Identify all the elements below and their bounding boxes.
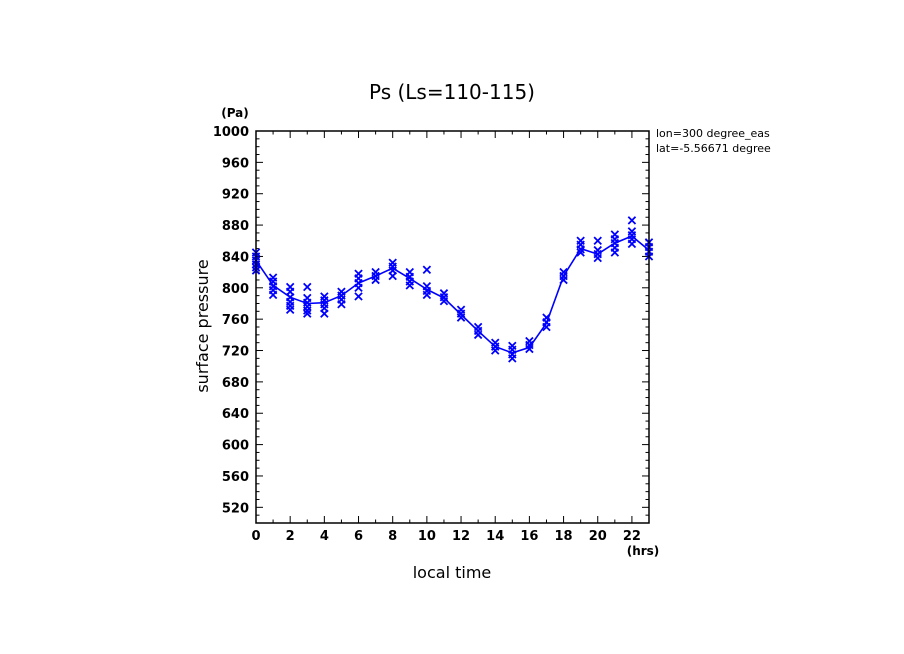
y-tick-label: 600 <box>222 439 249 454</box>
x-tick-label: 4 <box>320 529 329 544</box>
y-tick-label: 1000 <box>213 125 249 140</box>
x-tick-label: 14 <box>486 529 504 544</box>
y-tick-label: 840 <box>222 250 249 265</box>
sample-marker <box>388 271 397 281</box>
x-axis-ticks: 0 2 4 6 8 10 12 14 16 18 20 22 <box>251 131 650 544</box>
y-axis-ticks: 520 560 600 640 680 720 760 800 840 880 920 960 1000 <box>213 125 649 524</box>
y-tick-label: 960 <box>222 156 249 171</box>
y-tick-label: 680 <box>222 376 249 391</box>
sample-marker <box>610 248 620 257</box>
sample-marker <box>303 309 312 318</box>
sample-marker <box>285 305 295 314</box>
y-tick-label: 720 <box>222 345 249 360</box>
y-axis-title: surface pressure <box>193 259 212 392</box>
x-tick-label: 22 <box>623 529 641 544</box>
y-tick-label: 920 <box>222 188 249 203</box>
x-axis-title: local time <box>413 563 492 582</box>
y-tick-label: 560 <box>222 470 249 485</box>
sample-marker <box>354 292 363 301</box>
sample-marker <box>627 216 637 225</box>
y-tick-label: 640 <box>222 407 249 422</box>
sample-marker <box>337 300 346 309</box>
y-tick-label: 880 <box>222 219 249 234</box>
sample-marker <box>268 290 278 300</box>
sample-marker <box>303 306 312 315</box>
y-tick-label: 800 <box>222 282 249 297</box>
sample-marker <box>303 282 312 292</box>
x-tick-label: 10 <box>418 529 436 544</box>
x-tick-label: 2 <box>286 529 295 544</box>
x-tick-label: 18 <box>555 529 573 544</box>
x-tick-label: 12 <box>452 529 470 544</box>
sample-marker <box>439 296 449 306</box>
sample-marker <box>542 322 551 332</box>
sample-marker <box>627 239 637 249</box>
sample-marker <box>422 265 432 275</box>
mean-series-line <box>255 235 650 354</box>
sample-marker <box>422 290 432 300</box>
sample-marker <box>320 309 329 318</box>
annotation-lat: lat=-5.56671 degree <box>656 142 771 155</box>
plot-frame <box>255 130 650 524</box>
y-unit-label: (Pa) <box>221 106 249 120</box>
sample-markers <box>251 216 654 363</box>
sample-marker <box>593 236 602 245</box>
x-tick-label: 6 <box>354 529 363 544</box>
chart-title: Ps (Ls=110-115) <box>369 80 535 104</box>
annotation-lon: lon=300 degree_eas <box>656 127 770 140</box>
x-tick-label: 20 <box>589 529 607 544</box>
x-unit-label: (hrs) <box>627 544 660 558</box>
x-tick-label: 0 <box>251 529 260 544</box>
x-tick-label: 8 <box>388 529 397 544</box>
sample-marker <box>405 281 415 290</box>
sample-marker <box>525 344 534 354</box>
sample-marker <box>456 313 466 322</box>
y-tick-label: 760 <box>222 313 249 328</box>
sample-marker <box>508 354 517 363</box>
sample-marker <box>593 253 602 263</box>
x-tick-label: 16 <box>520 529 538 544</box>
y-tick-label: 520 <box>222 501 249 516</box>
